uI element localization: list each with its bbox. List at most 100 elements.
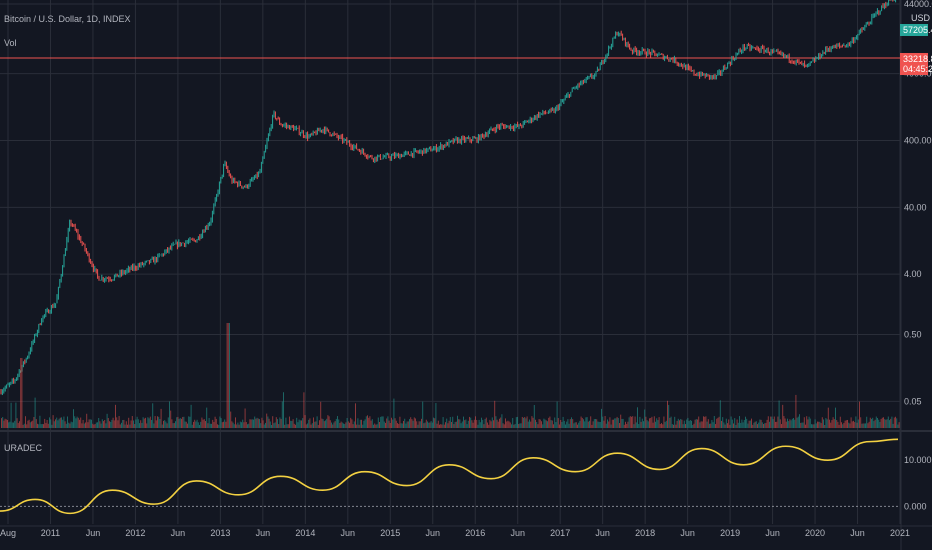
volume-bar	[715, 424, 716, 428]
volume-bar	[662, 424, 664, 428]
volume-bar	[238, 424, 240, 428]
volume-bar	[862, 423, 864, 428]
volume-bar	[147, 417, 149, 428]
volume-bar	[724, 424, 726, 428]
volume-bar	[13, 422, 14, 428]
x-tick-label: 2021	[890, 528, 910, 538]
volume-bar	[621, 418, 623, 428]
volume-bar	[640, 421, 642, 428]
volume-bar	[39, 415, 41, 428]
volume-bar	[812, 424, 814, 428]
volume-bar	[638, 424, 640, 428]
volume-bar	[412, 420, 414, 428]
volume-bar	[583, 419, 584, 428]
volume-bar	[851, 421, 853, 428]
volume-bar	[581, 417, 583, 428]
volume-bar	[497, 421, 499, 428]
volume-bar	[137, 419, 139, 428]
volume-bar	[375, 424, 377, 428]
volume-bar	[362, 424, 364, 428]
volume-bar	[291, 420, 293, 428]
volume-bar	[128, 417, 130, 428]
volume-bar	[892, 423, 894, 428]
volume-bar	[837, 421, 839, 428]
volume-bar	[307, 423, 308, 428]
volume-bar	[764, 423, 766, 428]
volume-bar	[673, 424, 674, 428]
volume-bar	[119, 424, 121, 428]
indicator-legend[interactable]: URADEC	[4, 443, 43, 453]
volume-bar	[796, 417, 798, 428]
volume-bar	[729, 424, 731, 428]
volume-bar	[790, 420, 792, 428]
volume-bar	[62, 419, 64, 428]
volume-bar	[417, 424, 419, 428]
volume-bar	[5, 419, 7, 428]
volume-bar	[543, 418, 545, 428]
volume-bar	[268, 418, 270, 428]
volume-bar	[165, 421, 167, 428]
volume-bar	[831, 420, 833, 428]
volume-bar	[345, 422, 347, 428]
volume-bar	[585, 417, 587, 428]
volume-bar	[188, 416, 190, 428]
volume-bar	[321, 418, 323, 428]
volume-bar	[293, 423, 295, 428]
volume-bar	[236, 424, 238, 428]
volume-bar	[725, 418, 727, 428]
volume-bar	[305, 424, 307, 428]
volume-bar	[107, 418, 109, 428]
volume-bar	[187, 423, 188, 428]
volume-bar	[860, 417, 862, 428]
volume-bar	[599, 421, 601, 428]
volume-bar	[327, 415, 329, 428]
volume-bar	[14, 420, 16, 428]
volume-bar	[205, 421, 206, 428]
volume-bar	[213, 421, 215, 428]
volume-bar	[515, 417, 517, 428]
symbol-title[interactable]: Bitcoin / U.S. Dollar, 1D, INDEX	[4, 14, 131, 24]
volume-bar	[747, 423, 749, 428]
volume-bar	[239, 421, 241, 428]
volume-bar	[575, 422, 577, 428]
volume-bar	[532, 417, 534, 428]
volume-bar	[31, 421, 32, 428]
volume-bar	[679, 420, 680, 428]
volume-bar	[170, 410, 172, 428]
volume-bar	[374, 423, 376, 428]
volume-bar	[470, 417, 472, 428]
volume-bar	[861, 423, 863, 428]
volume-bar	[490, 421, 492, 428]
volume-bar	[23, 423, 25, 428]
volume-bar	[283, 392, 284, 428]
volume-bar	[604, 416, 606, 428]
volume-bar	[734, 418, 736, 428]
volume-bar	[434, 418, 436, 428]
volume-bar	[65, 423, 67, 428]
volume-legend[interactable]: Vol	[4, 38, 17, 48]
currency-label[interactable]: USD	[911, 13, 931, 23]
volume-bar	[319, 420, 320, 428]
volume-bar	[37, 423, 38, 428]
volume-bar	[103, 421, 104, 428]
volume-bar	[749, 420, 751, 428]
indicator-line	[0, 438, 899, 515]
volume-bar	[447, 423, 449, 428]
volume-bar	[883, 417, 884, 428]
volume-bar	[494, 400, 496, 428]
volume-bar	[218, 424, 220, 428]
volume-bar	[369, 416, 371, 428]
volume-bar	[873, 421, 875, 428]
volume-bar	[251, 419, 253, 428]
x-tick-label: 2019	[720, 528, 740, 538]
volume-bar	[136, 416, 138, 428]
volume-bar	[179, 418, 181, 428]
volume-bar	[177, 416, 179, 428]
volume-bar	[601, 408, 602, 428]
volume-bar	[58, 418, 60, 428]
volume-bar	[122, 419, 124, 428]
volume-bar	[110, 421, 112, 428]
volume-bar	[508, 421, 510, 428]
volume-bar	[292, 419, 294, 428]
